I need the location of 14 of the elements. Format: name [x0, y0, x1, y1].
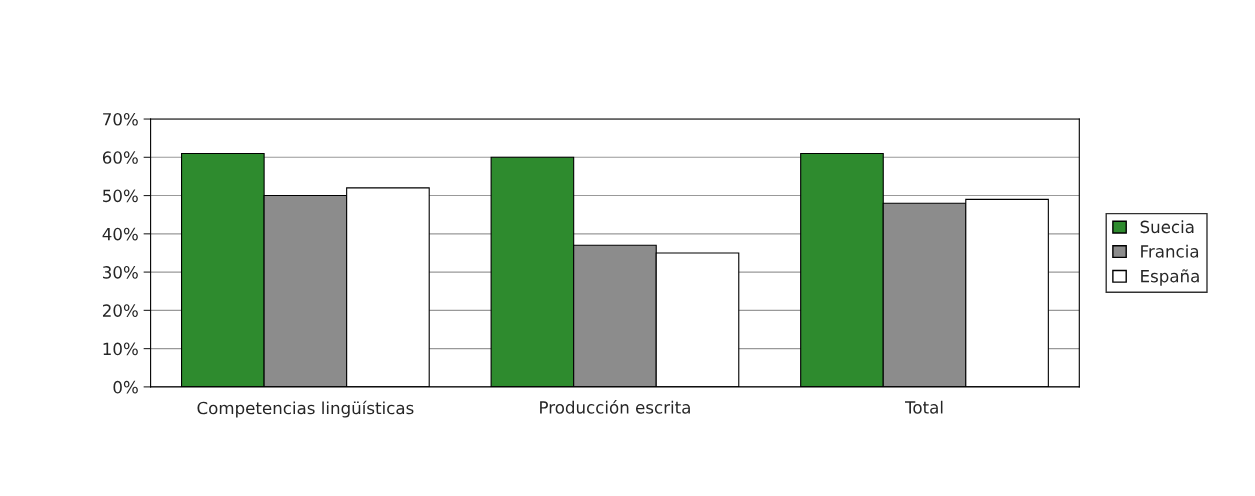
y-tick-label: 10%: [103, 342, 138, 356]
x-tick-label: Competencias lingüísticas: [197, 400, 414, 418]
x-tick-label: Producción escrita: [540, 400, 690, 414]
legend-label: España: [1141, 269, 1199, 286]
y-tick-label: 60%: [102, 151, 138, 164]
y-tick-label: 70%: [103, 113, 138, 126]
x-tick-label: Total: [905, 400, 943, 414]
y-tick-label: 40%: [102, 227, 138, 241]
y-tick-label: 30%: [103, 266, 138, 279]
legend-label: Suecia: [1140, 220, 1194, 234]
y-tick-label: 50%: [103, 189, 138, 203]
y-tick-label: 0%: [113, 380, 138, 394]
legend-label: Francia: [1141, 244, 1199, 258]
y-tick-label: 20%: [102, 304, 138, 317]
